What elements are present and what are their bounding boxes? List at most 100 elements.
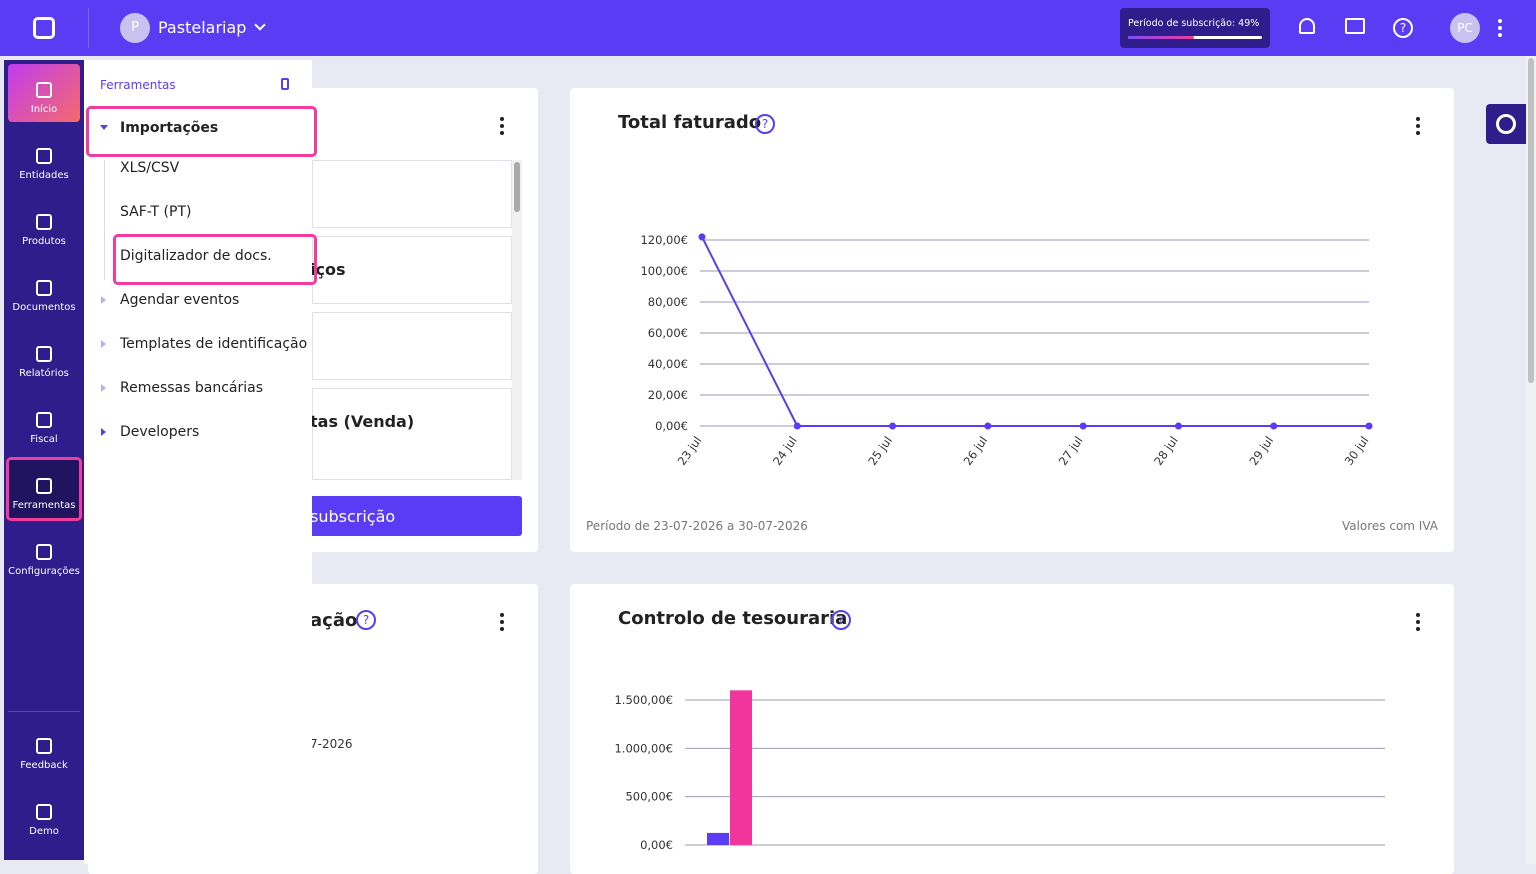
- menu-item[interactable]: Digitalizador de docs.: [120, 248, 272, 264]
- period-label: 7-2026: [310, 737, 353, 751]
- menu-item[interactable]: Remessas bancárias: [120, 380, 264, 396]
- nav-item[interactable]: Relatórios: [4, 332, 84, 392]
- subscription-box[interactable]: Período de subscrição: 49%: [1120, 8, 1270, 48]
- nav-item[interactable]: Ferramentas: [4, 464, 84, 524]
- y-tick-label: 0,00€: [640, 838, 673, 852]
- pin-icon[interactable]: [281, 78, 289, 90]
- nav-label: Configurações: [8, 566, 80, 577]
- point: [793, 422, 801, 430]
- divider: [88, 8, 89, 48]
- tree-line: [104, 160, 105, 280]
- card-menu[interactable]: [1416, 613, 1420, 634]
- more-menu[interactable]: [1498, 19, 1502, 40]
- active-item-bg: [8, 64, 80, 122]
- card: Controlo de tesouraria ?: [570, 584, 1454, 874]
- menu-item[interactable]: Importações: [120, 120, 219, 136]
- nav-label: Entidades: [19, 170, 69, 181]
- nav-item[interactable]: Produtos: [4, 200, 84, 260]
- menu-item[interactable]: SAF-T (PT): [120, 204, 192, 220]
- expand-arrow[interactable]: [101, 296, 106, 304]
- card-menu[interactable]: [500, 613, 504, 634]
- expand-arrow[interactable]: [101, 340, 106, 348]
- nav-label: Relatórios: [19, 368, 69, 379]
- point: [984, 422, 992, 430]
- list-item[interactable]: [312, 236, 512, 304]
- point: [1079, 422, 1087, 430]
- point: [1365, 422, 1373, 430]
- menu-item[interactable]: XLS/CSV: [120, 160, 180, 176]
- tools-menu: Ferramentas: [84, 60, 312, 864]
- item-title: iços: [310, 260, 346, 279]
- highlight: [113, 234, 317, 285]
- point: [1270, 422, 1278, 430]
- list-item[interactable]: [312, 160, 512, 228]
- nav-item[interactable]: Documentos: [4, 266, 84, 326]
- settings-button[interactable]: [1486, 104, 1526, 144]
- expand-arrow[interactable]: [101, 428, 106, 436]
- bar: [707, 832, 729, 845]
- nav-label: Documentos: [12, 302, 76, 313]
- nav-item[interactable]: Demo: [4, 790, 84, 850]
- button-label: subscrição: [310, 507, 396, 526]
- nav-item[interactable]: Fiscal: [4, 398, 84, 458]
- x-tick-label: 23 jul: [675, 434, 705, 468]
- y-tick-label: 20,00€: [648, 388, 688, 402]
- card-title: Total faturado: [618, 112, 762, 133]
- nav-label: Produtos: [22, 236, 66, 247]
- help-icon[interactable]: ?: [831, 610, 851, 630]
- sidebar: [4, 60, 84, 860]
- progress-track: [1128, 36, 1262, 39]
- user-avatar[interactable]: PC: [1450, 13, 1480, 43]
- x-tick-label: 25 jul: [865, 434, 895, 468]
- progress-fill: [1128, 36, 1194, 39]
- y-tick-label: 100,00€: [640, 264, 688, 278]
- card-menu[interactable]: [1416, 117, 1420, 138]
- list-item[interactable]: [312, 312, 512, 380]
- notifications-icon[interactable]: [1299, 18, 1315, 34]
- scroll-thumb[interactable]: [1528, 58, 1534, 383]
- menu-item[interactable]: Agendar eventos: [120, 292, 240, 308]
- x-tick-label: 26 jul: [961, 434, 991, 468]
- nav-item[interactable]: Configurações: [4, 530, 84, 590]
- help-icon[interactable]: ?: [356, 610, 376, 630]
- divider: [8, 711, 80, 712]
- y-tick-label: 40,00€: [648, 357, 688, 371]
- x-tick-label: 29 jul: [1246, 434, 1276, 468]
- company-name[interactable]: Pastelariap: [158, 18, 247, 37]
- y-tick-label: 0,00€: [655, 419, 688, 433]
- y-tick-label: 500,00€: [625, 790, 673, 804]
- nav-item[interactable]: Entidades: [4, 134, 84, 194]
- line: [701, 236, 1369, 427]
- expand-arrow[interactable]: [101, 384, 106, 392]
- vat-label: Valores com IVA: [1341, 519, 1438, 533]
- scrollbar: [1526, 56, 1536, 864]
- company-avatar[interactable]: P: [120, 13, 150, 43]
- point: [889, 422, 897, 430]
- nav-label: Início: [30, 104, 58, 115]
- card-menu[interactable]: [500, 117, 504, 138]
- menu-item[interactable]: Developers: [120, 424, 200, 440]
- menu-title: Ferramentas: [100, 78, 176, 92]
- highlight: [6, 457, 82, 521]
- expand-arrow[interactable]: [100, 125, 108, 130]
- help-icon[interactable]: ?: [1393, 18, 1413, 38]
- top-bar: P Pastelariap Período de subscrição: 49%…: [0, 0, 1536, 56]
- menu-item[interactable]: Templates de identificação: [120, 336, 308, 352]
- y-tick-label: 120,00€: [640, 233, 688, 247]
- scrollbar: [512, 160, 522, 480]
- list-item[interactable]: [312, 388, 512, 480]
- nav-label: Ferramentas: [12, 500, 76, 511]
- x-tick-label: 24 jul: [770, 434, 800, 468]
- nav-label: Fiscal: [30, 434, 58, 445]
- messages-icon[interactable]: [1345, 18, 1365, 34]
- bar: [730, 690, 752, 845]
- help-icon[interactable]: ?: [755, 114, 775, 134]
- nav-label: Demo: [29, 826, 59, 837]
- nav-item[interactable]: Início: [4, 68, 84, 128]
- y-tick-label: 1.000,00€: [614, 741, 673, 755]
- highlight: [86, 106, 317, 157]
- nav-item[interactable]: Feedback: [4, 724, 84, 784]
- logo[interactable]: [33, 17, 55, 39]
